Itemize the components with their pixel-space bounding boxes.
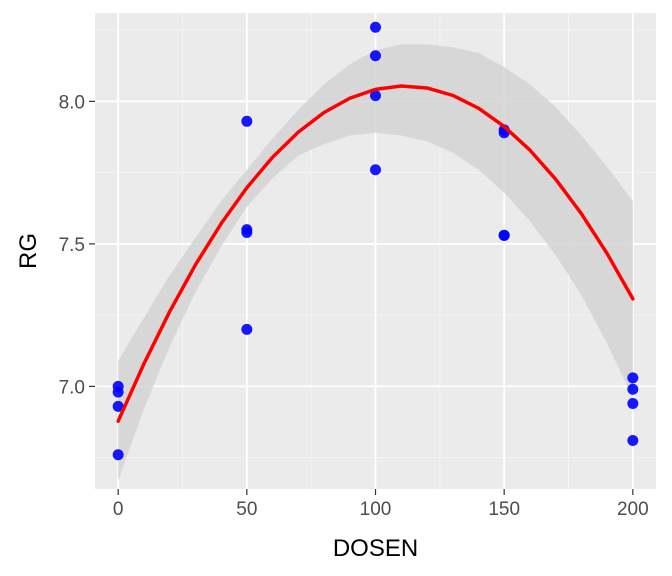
data-point — [112, 386, 124, 398]
data-point — [112, 449, 124, 461]
data-point — [370, 164, 381, 176]
data-point — [627, 435, 639, 447]
data-point — [498, 229, 510, 241]
confidence-band-area — [118, 44, 633, 481]
data-point — [370, 21, 381, 33]
data-point — [241, 323, 253, 335]
data-point — [627, 372, 639, 384]
fit-curve — [116, 84, 635, 423]
data-point — [627, 397, 639, 409]
data-point — [241, 226, 253, 238]
axes: 0 50 100 150 200 7.0 7.5 8.0 — [59, 92, 649, 520]
x-axis-title: DOSEN — [333, 535, 418, 562]
y-tick-label: 8.0 — [59, 92, 85, 113]
fit-line — [116, 84, 635, 423]
data-points — [112, 21, 639, 461]
data-point — [370, 50, 381, 62]
confidence-band — [118, 44, 633, 481]
x-tick-label: 200 — [617, 499, 649, 520]
y-tick-label: 7.0 — [59, 377, 85, 398]
y-tick-label: 7.5 — [59, 235, 85, 256]
x-tick-label: 50 — [236, 499, 257, 520]
y-axis-title: RG — [15, 233, 42, 269]
data-point — [627, 383, 639, 395]
x-tick-label: 100 — [360, 499, 392, 520]
data-point — [241, 115, 253, 127]
data-point — [370, 90, 381, 102]
x-tick-label: 150 — [488, 499, 520, 520]
x-tick-label: 0 — [113, 499, 124, 520]
data-point — [112, 400, 124, 412]
